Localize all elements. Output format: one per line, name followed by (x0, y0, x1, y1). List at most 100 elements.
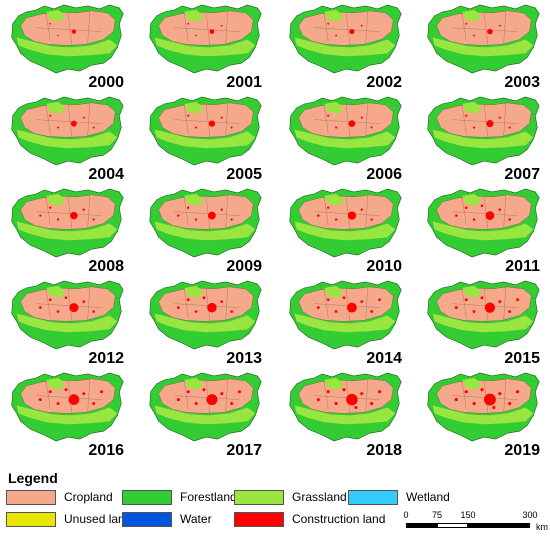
panel-year-label: 2017 (226, 442, 262, 459)
district-boundary (46, 197, 51, 226)
construction-land-patch (335, 34, 338, 37)
construction-land-core (348, 120, 356, 127)
land-use-map (427, 372, 540, 442)
construction-land-patch (177, 214, 180, 217)
cropland-region (298, 10, 394, 46)
district-boundary (365, 11, 368, 44)
district-boundary (324, 105, 329, 134)
construction-land-patch (360, 116, 363, 119)
district-boundary (503, 287, 506, 320)
construction-land-patch (326, 390, 330, 394)
map-grid: 2000 2001 2002 2003 2004 2005 2006 2007 2008 2009… (2, 2, 540, 462)
district-boundary (174, 119, 240, 124)
construction-land-core (486, 120, 494, 128)
construction-land-patch (334, 218, 338, 221)
construction-land-patch (360, 300, 364, 304)
construction-land-patch (82, 392, 86, 396)
construction-land-patch (194, 218, 198, 221)
construction-land-patch (317, 214, 320, 217)
district-boundary (205, 11, 211, 46)
panel-year-label: 2009 (226, 258, 262, 275)
legend-label: Unused land (64, 512, 132, 526)
legend-swatch (122, 490, 172, 505)
district-boundary (452, 27, 518, 32)
district-boundary (46, 13, 51, 42)
grassland-region (432, 37, 534, 57)
district-boundary (314, 119, 380, 124)
land-use-map (149, 188, 262, 258)
scale-bar-segment (406, 523, 437, 528)
district-boundary (483, 11, 489, 46)
district-boundary (503, 11, 506, 44)
grassland-region (184, 101, 205, 114)
land-use-map (149, 4, 262, 74)
construction-land-patch (498, 116, 501, 119)
construction-land-core (207, 302, 217, 313)
district-boundary (184, 13, 189, 42)
construction-land-patch (454, 398, 458, 402)
construction-land-patch (480, 296, 484, 300)
grassland-region (184, 9, 205, 22)
cropland-region (436, 286, 532, 322)
district-boundary (225, 11, 228, 44)
scale-bar: 0 75 150 300 km (403, 510, 548, 538)
legend-swatch (122, 512, 172, 527)
land-use-map (11, 188, 124, 258)
construction-land-patch (82, 208, 85, 211)
construction-land-patch (378, 298, 381, 302)
construction-land-patch (498, 208, 502, 211)
district-boundary (314, 211, 380, 216)
construction-land-patch (464, 206, 468, 209)
map-panel: 2016 (2, 370, 132, 462)
construction-land-core (483, 393, 496, 406)
scale-bar-segment (437, 523, 468, 528)
construction-land-core (349, 29, 355, 35)
legend-swatch (348, 490, 398, 505)
map-panel: 2006 (280, 94, 410, 186)
district-boundary (87, 195, 90, 228)
grassland-region (16, 313, 118, 333)
construction-land-patch (480, 204, 484, 207)
scale-tick-label: 0 (403, 510, 409, 520)
grassland-region (324, 193, 345, 206)
grassland-region (184, 377, 205, 390)
construction-land-core (487, 28, 493, 35)
scale-bar-segment (468, 523, 530, 528)
panel-year-label: 2003 (504, 74, 540, 91)
construction-land-patch (57, 34, 59, 37)
map-panel: 2017 (140, 370, 270, 462)
district-boundary (46, 105, 51, 134)
district-boundary (365, 287, 368, 320)
construction-land-patch (334, 310, 338, 313)
grassland-region (432, 313, 534, 333)
district-boundary (324, 289, 329, 318)
grassland-region (16, 221, 118, 241)
cropland-region (158, 286, 254, 322)
construction-land-patch (186, 298, 190, 302)
district-boundary (503, 379, 506, 412)
construction-land-patch (334, 402, 338, 406)
construction-land-patch (360, 24, 363, 27)
scale-tick-label: 150 (460, 510, 476, 520)
construction-land-core (68, 394, 80, 405)
grassland-region (154, 129, 256, 149)
cropland-region (20, 286, 116, 322)
construction-land-patch (187, 114, 190, 117)
construction-land-patch (202, 296, 206, 300)
grassland-region (294, 129, 396, 149)
map-panel: 2001 (140, 2, 270, 94)
district-boundary (483, 103, 489, 138)
construction-land-patch (370, 402, 374, 406)
construction-land-patch (186, 390, 190, 394)
panel-year-label: 2011 (505, 258, 540, 275)
construction-land-patch (472, 218, 476, 221)
district-boundary (184, 289, 189, 318)
panel-year-label: 2013 (226, 350, 262, 367)
district-boundary (225, 103, 228, 136)
district-boundary (324, 381, 329, 410)
construction-land-patch (230, 310, 233, 313)
construction-land-patch (508, 218, 511, 221)
construction-land-patch (202, 388, 206, 392)
scale-unit: km (536, 522, 548, 532)
construction-land-patch (82, 300, 86, 303)
